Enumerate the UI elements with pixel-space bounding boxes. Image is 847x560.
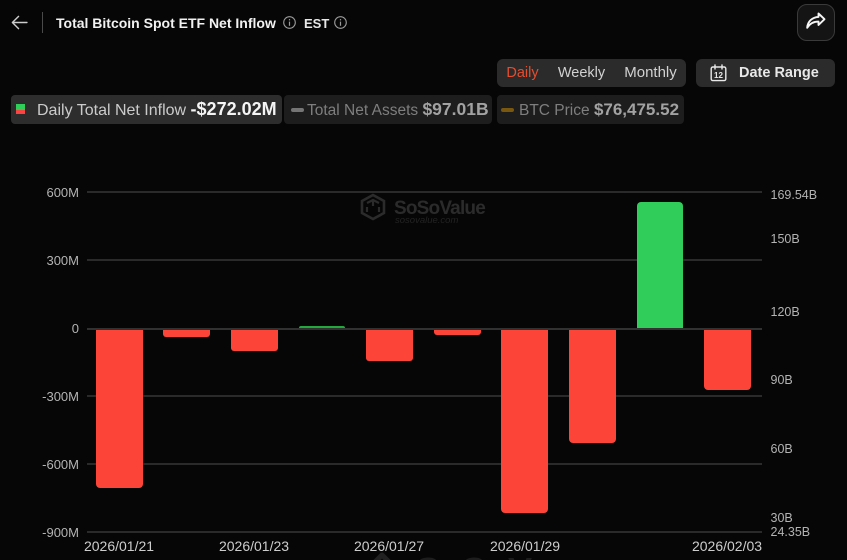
svg-text:12: 12	[714, 71, 723, 80]
svg-text:SoSoVa: SoSoVa	[416, 551, 532, 560]
svg-text:SoSoValue: SoSoValue	[394, 198, 485, 219]
svg-text:sosovalue.com: sosovalue.com	[395, 215, 458, 225]
